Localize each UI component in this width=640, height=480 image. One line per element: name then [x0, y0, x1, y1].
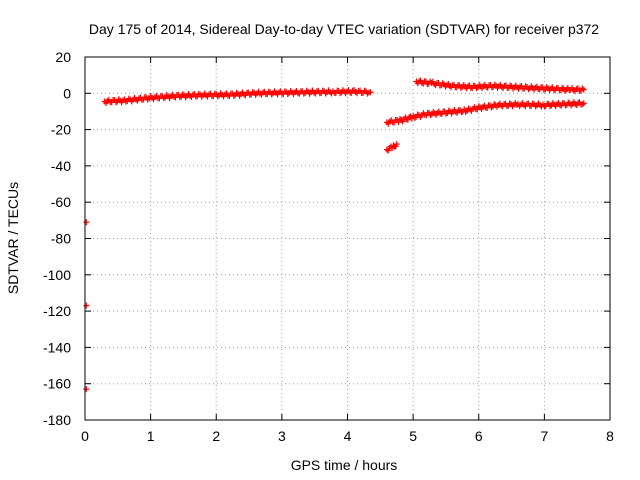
y-tick-label: -180	[43, 412, 71, 428]
x-tick-label: 4	[344, 428, 352, 444]
x-tick-label: 0	[81, 428, 89, 444]
data-point	[428, 79, 435, 86]
data-point	[475, 103, 482, 110]
x-tick-label: 5	[409, 428, 417, 444]
y-tick-label: -160	[43, 376, 71, 392]
x-tick-labels: 0 1 2 3 4 5 6 7 8	[81, 428, 614, 444]
point-track	[83, 219, 90, 226]
y-tick-label: -140	[43, 339, 71, 355]
data-point	[580, 100, 587, 107]
x-tick-label: 8	[606, 428, 614, 444]
data-point	[83, 386, 90, 393]
x-tick-label: 2	[212, 428, 220, 444]
data-point	[83, 302, 90, 309]
data-point	[367, 89, 374, 96]
point-track	[383, 99, 587, 127]
data-point	[404, 116, 411, 123]
y-tick-label: 20	[55, 49, 71, 65]
data-point	[408, 115, 415, 122]
y-tick-label: -120	[43, 303, 71, 319]
y-tick-label: -40	[51, 158, 71, 174]
y-tick-label: 0	[63, 85, 71, 101]
x-tick-label: 1	[147, 428, 155, 444]
data-point	[580, 86, 587, 93]
point-track	[83, 386, 90, 393]
data-points	[83, 77, 587, 393]
y-tick-label: -20	[51, 122, 71, 138]
chart-title: Day 175 of 2014, Sidereal Day-to-day VTE…	[89, 21, 599, 37]
y-tick-label: -60	[51, 194, 71, 210]
y-tick-label: -80	[51, 231, 71, 247]
data-point	[393, 141, 400, 148]
grid-lines	[85, 57, 610, 420]
y-tick-labels: 20 0 -20 -40 -60 -80 -100 -120 -140 -160 -180	[43, 49, 71, 428]
x-tick-label: 7	[540, 428, 548, 444]
y-tick-label: -100	[43, 267, 71, 283]
data-point	[83, 219, 90, 226]
point-track	[83, 302, 90, 309]
axis-ticks	[84, 56, 611, 421]
x-tick-label: 6	[475, 428, 483, 444]
y-axis-label: SDTVAR / TECUs	[5, 182, 21, 294]
point-track	[101, 87, 374, 106]
point-track	[413, 77, 587, 95]
point-track	[383, 141, 400, 154]
x-axis-label: GPS time / hours	[291, 457, 398, 473]
x-tick-label: 3	[278, 428, 286, 444]
